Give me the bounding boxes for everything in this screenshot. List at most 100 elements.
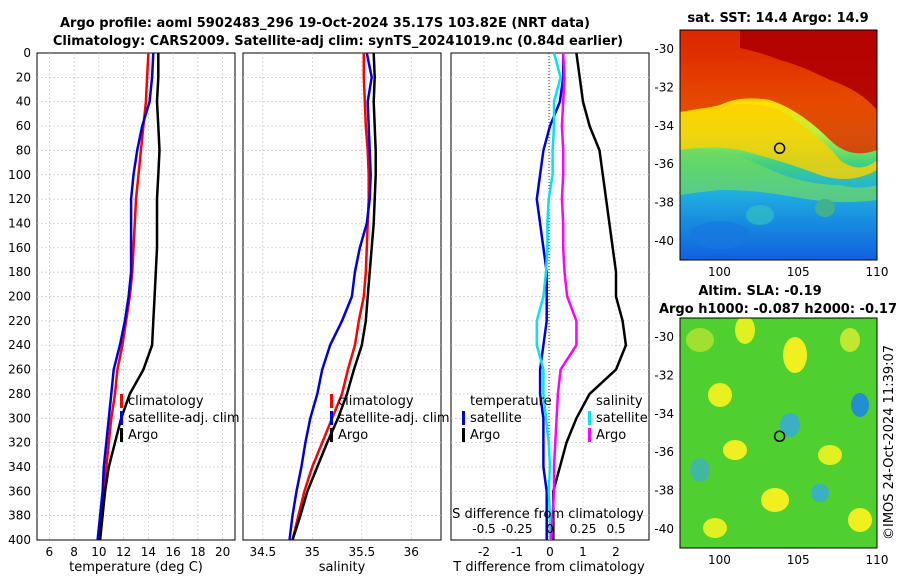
legend-climatology-label: climatology <box>338 394 414 409</box>
temperature-xlabel: temperature (deg C) <box>69 560 203 575</box>
x-tick-label: 18 <box>190 545 205 559</box>
legend-t-argo-label: Argo <box>470 428 500 443</box>
y-tick-label: 240 <box>8 338 31 352</box>
map-y-tick-label: -38 <box>654 484 674 498</box>
sla-map-yticks: -30 -32 -34 -36 -38 -40 <box>654 330 674 536</box>
difference-xticks: -2 -1 0 1 2 <box>478 545 620 559</box>
map-y-tick-label: -40 <box>654 234 674 248</box>
salinity-panel: 34.5 35 35.5 36 salinity climatology satell… <box>242 52 450 575</box>
legend-t-satellite-label: satellite <box>470 411 522 426</box>
y-tick-label: 400 <box>8 533 31 547</box>
sla-field <box>680 318 877 548</box>
y-tick-label: 40 <box>16 95 31 109</box>
series-line-climatology <box>291 53 370 541</box>
y-tick-label: 120 <box>8 192 31 206</box>
sla-blob <box>735 318 755 344</box>
y-tick-label: 200 <box>8 290 31 304</box>
sla-blob <box>723 440 747 460</box>
t-difference-xlabel: T difference from climatology <box>452 560 645 575</box>
sla-blob <box>780 413 800 437</box>
x-tick-label: 14 <box>141 545 156 559</box>
legend-salinity-title: salinity <box>596 394 643 409</box>
x-tick-label: -1 <box>511 545 523 559</box>
sst-cold-patch <box>690 221 750 249</box>
sla-blob <box>818 445 842 465</box>
y-tick-label: 260 <box>8 363 31 377</box>
x-tick-label: 16 <box>165 545 180 559</box>
x-tick-label: 34.5 <box>249 545 276 559</box>
legend-s-argo-label: Argo <box>596 428 626 443</box>
legend-climatology-swatch <box>330 394 333 408</box>
y-tick-label: 160 <box>8 241 31 255</box>
map-y-tick-label: -38 <box>654 196 674 210</box>
legend-s-argo-swatch <box>588 428 591 442</box>
sst-map-panel: sat. SST: 14.4 Argo: 14.9 100 105 110 -30-… <box>654 11 888 279</box>
legend-temperature-title: temperature <box>470 394 552 409</box>
argo-float-marker <box>773 142 786 155</box>
temperature-panel: 6 8 10 12 14 16 18 20 0 20 40 60 80 100 120 140 160 180 2… <box>8 46 240 575</box>
sla-map-panel: Altim. SLA: -0.19 Argo h1000: -0.087 h20… <box>654 284 897 567</box>
sla-blob <box>851 393 869 417</box>
x2-tick-label: 0.25 <box>570 522 597 536</box>
sla-blob <box>708 383 732 407</box>
x-tick-label: -2 <box>478 545 490 559</box>
legend-t-argo-swatch <box>462 428 465 442</box>
legend-argo-swatch <box>120 428 123 442</box>
x2-tick-label: -0.5 <box>472 522 495 536</box>
series-line-temperature-argo <box>552 52 628 540</box>
sst-eddy <box>746 205 774 225</box>
x2-tick-label: 0.5 <box>606 522 625 536</box>
figure-title-line1: Argo profile: aoml 5902483_296 19-Oct-20… <box>60 16 590 31</box>
y-tick-label: 220 <box>8 314 31 328</box>
map-x-tick-label: 110 <box>866 553 889 567</box>
map-y-tick-label: -32 <box>654 81 674 95</box>
x-tick-label: 2 <box>612 545 620 559</box>
y-tick-label: 0 <box>23 46 31 60</box>
series-line-satellite-adj-clim <box>96 52 155 541</box>
y-tick-label: 60 <box>16 119 31 133</box>
legend-argo-label: Argo <box>338 428 368 443</box>
sla-blob <box>783 337 807 373</box>
map-x-tick-label: 105 <box>787 553 810 567</box>
difference-x2ticks: -0.5 -0.25 0 0.25 0.5 <box>472 522 625 536</box>
salinity-legend: climatology satellite-adj. clim Argo <box>330 394 450 443</box>
x-tick-label: 36 <box>404 545 419 559</box>
difference-panel: -2 -1 0 1 2 -0.5 -0.25 0 0.25 0.5 S difference f… <box>450 52 650 575</box>
series-line-argo <box>98 53 161 541</box>
legend-satellite-swatch <box>330 411 333 425</box>
map-x-tick-label: 105 <box>787 265 810 279</box>
sla-map-axes <box>679 317 878 549</box>
sla-blob <box>761 488 789 512</box>
y-tick-label: 380 <box>8 509 31 523</box>
x-tick-label: 8 <box>70 545 78 559</box>
sla-map-subtitle: Argo h1000: -0.087 h2000: -0.17 <box>659 302 897 317</box>
series-line-temperature-satellite <box>535 53 565 540</box>
x-tick-label: 0 <box>546 545 554 559</box>
salinity-lines <box>288 52 377 541</box>
sst-map-axes <box>679 29 878 261</box>
difference-grid <box>451 53 649 540</box>
y-tick-label: 80 <box>16 143 31 157</box>
map-y-tick-label: -36 <box>654 445 674 459</box>
map-y-tick-label: -40 <box>654 522 674 536</box>
sst-yellow-band <box>680 103 877 179</box>
map-y-tick-label: -30 <box>654 330 674 344</box>
legend-s-satellite-swatch <box>588 411 591 425</box>
temperature-legend: climatology satellite-adj. clim Argo <box>120 394 240 443</box>
sst-field <box>680 30 877 260</box>
sla-blob <box>848 508 872 532</box>
sst-eddy <box>815 199 835 217</box>
sla-map-title: Altim. SLA: -0.19 <box>698 284 821 299</box>
salinity-xticks: 34.5 35 35.5 36 <box>249 545 419 559</box>
y-tick-label: 340 <box>8 460 31 474</box>
legend-s-satellite-label: satellite <box>596 411 648 426</box>
sla-blob <box>840 328 860 352</box>
map-y-tick-label: -34 <box>654 119 674 133</box>
map-y-tick-label: -36 <box>654 157 674 171</box>
series-line-argo <box>291 52 377 541</box>
legend-satellite-label: satellite-adj. clim <box>128 411 240 426</box>
sla-map-xticks: 100 105 110 <box>708 553 889 567</box>
series-line-salinity-argo <box>550 52 578 541</box>
x-tick-label: 20 <box>215 545 230 559</box>
map-y-tick-label: -34 <box>654 407 674 421</box>
